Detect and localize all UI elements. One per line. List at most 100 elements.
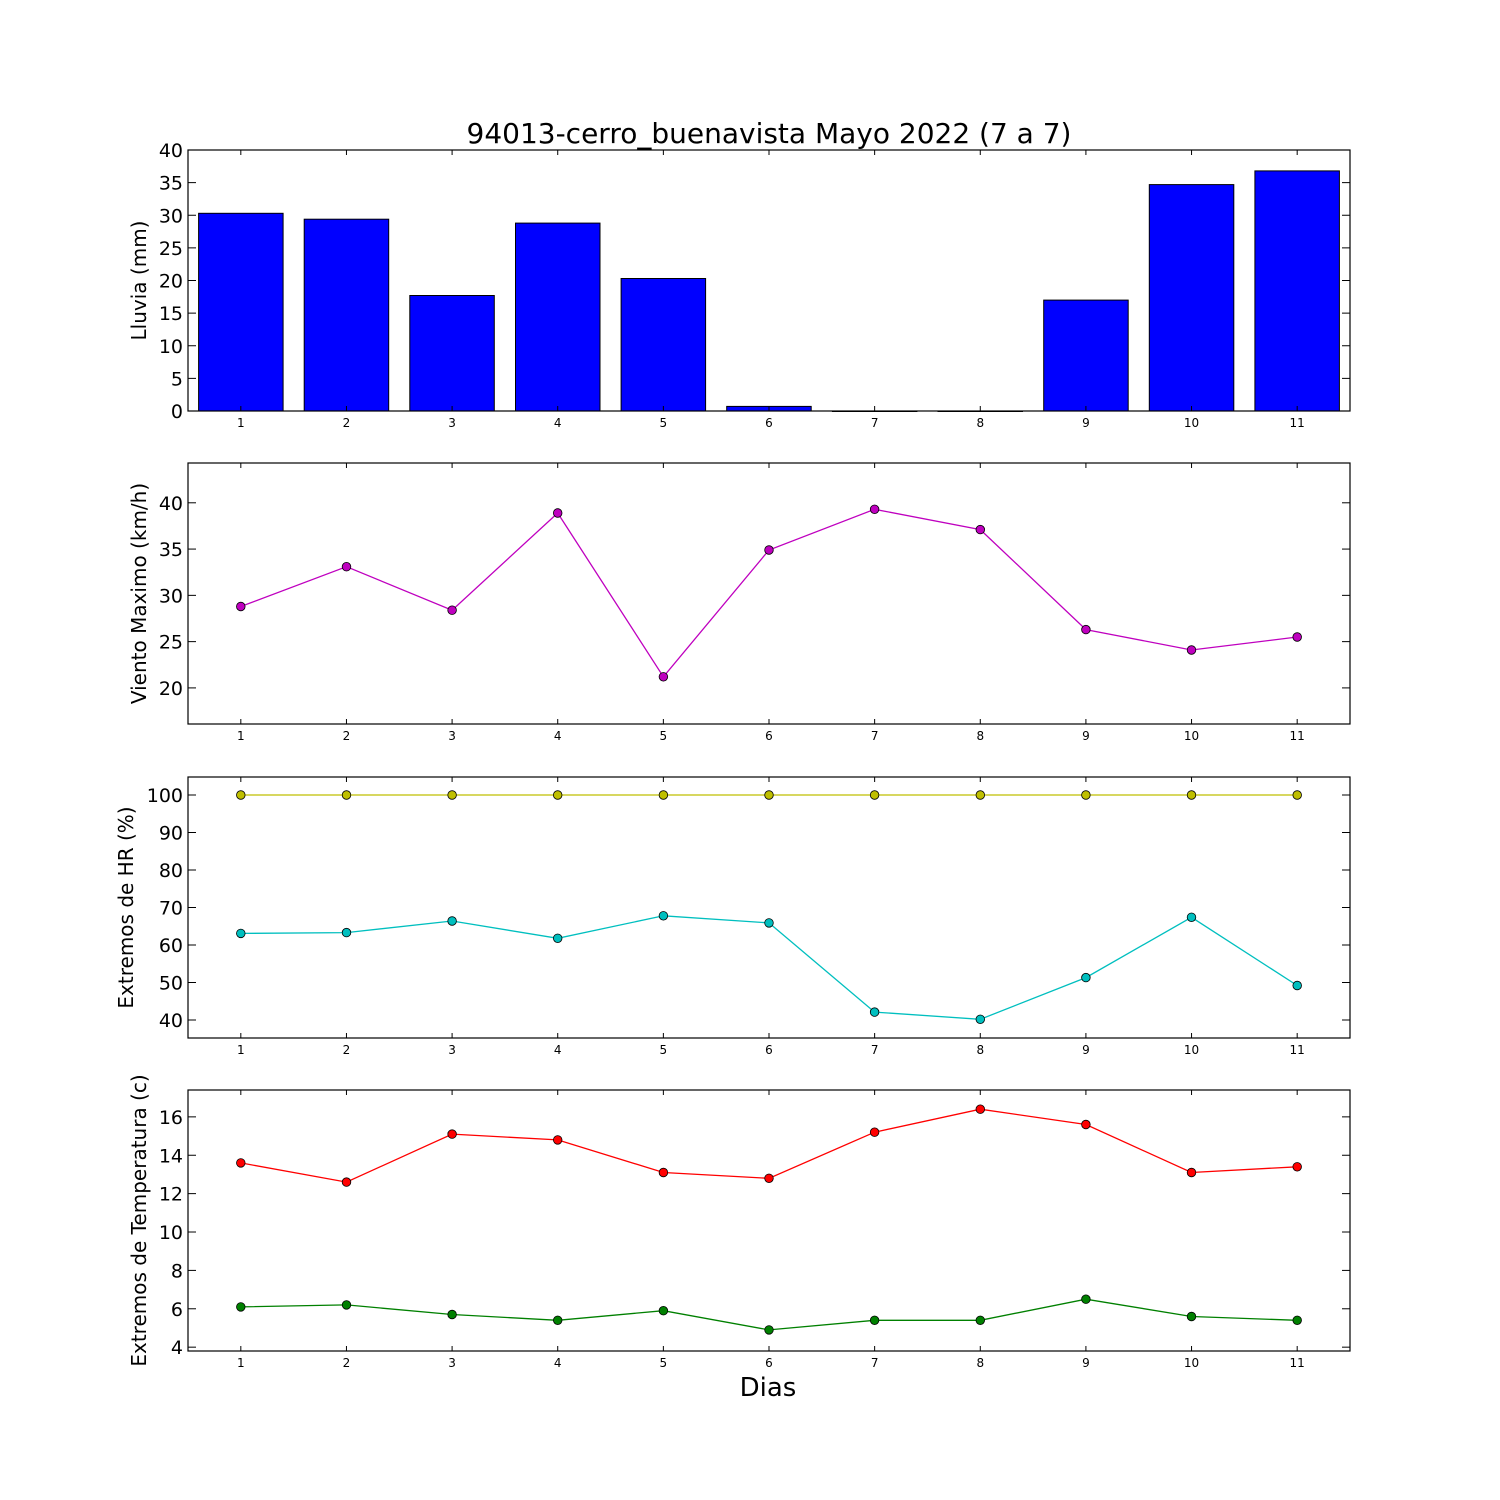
data-point-series-2 (553, 1315, 563, 1326)
data-point-series-2 (1081, 972, 1091, 983)
y-tick-label: 20 (159, 678, 183, 700)
x-tick-label: 1 (237, 729, 245, 743)
y-tick-label: 8 (171, 1260, 183, 1282)
panel-3: 1 2 3 4 5 6 7 8 9 10 11 40 50 60 70 80 90 100 Extremos de … (114, 776, 1351, 1057)
x-tick-label: 5 (660, 729, 668, 743)
data-point-series-2 (447, 916, 457, 926)
x-tick-label: 5 (660, 1043, 668, 1057)
data-point-series-2 (975, 1315, 986, 1326)
y-tick-label: 50 (159, 973, 183, 995)
data-point-series-1 (764, 790, 774, 800)
x-tick-label: 6 (765, 1043, 773, 1057)
y-tick-label: 100 (147, 785, 183, 807)
y-axis-label: Lluvia (mm) (127, 221, 151, 341)
x-tick-label: 1 (237, 416, 245, 430)
x-tick-label: 11 (1290, 416, 1305, 430)
data-point-series-1 (236, 790, 246, 800)
data-point-series-1 (1081, 1119, 1091, 1130)
x-axis-label: Dias (740, 1373, 797, 1403)
series-line-1 (240, 1108, 1298, 1183)
data-point-series-2 (1186, 1311, 1197, 1322)
data-point-series-2 (553, 933, 563, 944)
x-tick-label: 3 (448, 1043, 456, 1057)
data-point-series-1 (1292, 632, 1302, 642)
y-tick-label: 40 (159, 493, 183, 515)
x-tick-label: 1 (237, 1356, 245, 1370)
x-tick-label: 11 (1290, 1043, 1305, 1057)
data-point-series-1 (1186, 645, 1197, 655)
data-point-series-2 (764, 918, 774, 928)
x-tick-label: 8 (976, 1043, 984, 1057)
x-tick-label: 3 (448, 1356, 456, 1370)
plot-frame (187, 776, 1351, 1039)
y-axis-label: Extremos de HR (%) (114, 806, 138, 1008)
x-tick-label: 4 (554, 416, 562, 430)
data-point-series-2 (341, 1300, 352, 1310)
data-point-series-1 (447, 605, 457, 615)
y-tick-label: 40 (159, 140, 183, 162)
y-tick-label: 16 (159, 1107, 183, 1129)
x-tick-label: 9 (1082, 416, 1090, 430)
bar-day-4 (515, 222, 601, 412)
data-point-series-1 (553, 790, 563, 800)
x-tick-label: 8 (976, 416, 984, 430)
y-tick-label: 4 (171, 1337, 183, 1359)
y-tick-label: 35 (159, 539, 183, 561)
y-tick-label: 60 (159, 935, 183, 957)
y-tick-label: 15 (159, 303, 183, 325)
y-tick-label: 30 (159, 205, 183, 227)
data-point-series-2 (1186, 912, 1197, 923)
data-point-series-1 (658, 672, 669, 682)
data-point-series-2 (975, 1014, 986, 1025)
data-point-series-1 (764, 1173, 774, 1184)
x-tick-label: 6 (765, 729, 773, 743)
plot-frame (187, 1089, 1351, 1352)
x-tick-label: 8 (976, 1356, 984, 1370)
x-tick-label: 6 (765, 416, 773, 430)
x-tick-label: 7 (871, 1356, 879, 1370)
x-tick-label: 5 (660, 1356, 668, 1370)
data-point-series-1 (236, 1158, 246, 1168)
x-tick-label: 10 (1184, 1043, 1199, 1057)
y-axis-label: Viento Maximo (km/h) (127, 483, 151, 704)
x-tick-label: 9 (1082, 1356, 1090, 1370)
data-point-series-2 (236, 928, 246, 939)
x-tick-label: 3 (448, 416, 456, 430)
y-axis-label: Extremos de Temperatura (c) (127, 1074, 151, 1366)
data-point-series-1 (869, 1127, 880, 1137)
y-tick-label: 20 (159, 271, 183, 293)
x-tick-label: 1 (237, 1043, 245, 1057)
y-tick-label: 5 (171, 368, 183, 390)
data-point-series-2 (447, 1309, 457, 1320)
x-tick-label: 4 (554, 1356, 562, 1370)
y-tick-label: 6 (171, 1299, 183, 1321)
data-point-series-1 (553, 508, 563, 518)
x-tick-label: 2 (343, 729, 351, 743)
y-tick-label: 14 (159, 1145, 183, 1167)
y-tick-label: 12 (159, 1184, 183, 1206)
y-tick-label: 40 (159, 1010, 183, 1032)
data-point-series-1 (658, 1167, 669, 1178)
data-point-series-1 (1081, 624, 1091, 635)
data-point-series-1 (447, 790, 457, 800)
x-tick-label: 9 (1082, 729, 1090, 743)
y-tick-label: 10 (159, 336, 183, 358)
data-point-series-2 (341, 927, 352, 938)
y-tick-label: 30 (159, 585, 183, 607)
x-tick-label: 3 (448, 729, 456, 743)
x-tick-label: 4 (554, 1043, 562, 1057)
data-point-series-1 (236, 601, 246, 612)
series-line-1 (240, 508, 1298, 678)
x-tick-label: 5 (660, 416, 668, 430)
bar-day-5 (620, 278, 707, 412)
bar-day-3 (409, 295, 495, 412)
series-line-2 (240, 915, 1298, 1020)
chart-title: 94013-cerro_buenavista Mayo 2022 (7 a 7) (467, 117, 1072, 150)
panel-2: 1 2 3 4 5 6 7 8 9 10 11 20 25 30 35 40 Viento Maximo (km… (127, 462, 1351, 743)
x-tick-label: 7 (871, 729, 879, 743)
data-point-series-1 (1081, 790, 1091, 800)
y-tick-label: 90 (159, 823, 183, 845)
x-tick-label: 2 (343, 416, 351, 430)
